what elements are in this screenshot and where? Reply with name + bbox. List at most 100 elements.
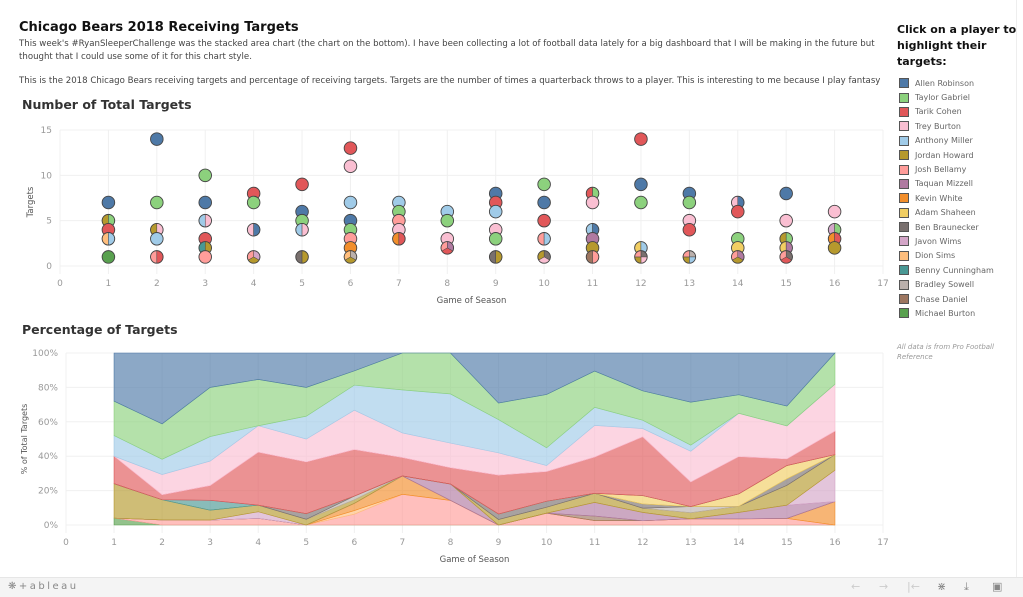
scatter-point[interactable]	[488, 232, 503, 246]
scatter-point[interactable]	[101, 250, 116, 264]
x-tick-label: 4	[255, 538, 261, 548]
x-tick-label: 6	[348, 279, 354, 289]
download-button[interactable]: ⤓	[964, 580, 969, 594]
revert-button[interactable]: |←	[907, 580, 920, 593]
scatter-point[interactable]	[537, 195, 551, 210]
y-tick-label: 15	[41, 126, 52, 136]
scatter-point[interactable]	[295, 177, 309, 192]
point-outline	[537, 232, 551, 246]
scatter-point[interactable]	[343, 195, 358, 210]
legend-item[interactable]: Kevin White	[897, 191, 1017, 205]
scatter-point[interactable]	[295, 250, 309, 264]
x-tick-label: 3	[207, 538, 213, 548]
share-button[interactable]: ⋇	[937, 580, 946, 593]
legend-item[interactable]: Bradley Sowell	[897, 277, 1017, 291]
scatter-point[interactable]	[827, 204, 842, 219]
scatter-point[interactable]	[537, 213, 551, 228]
scatter-point[interactable]	[343, 159, 358, 174]
scatter-point[interactable]	[343, 141, 358, 155]
scatter-point[interactable]	[634, 250, 648, 264]
scatter-point[interactable]	[585, 250, 600, 264]
scatter-point[interactable]	[101, 232, 116, 246]
scatter-point[interactable]	[779, 250, 793, 264]
scatter-point[interactable]	[198, 195, 212, 210]
legend-item[interactable]: Dion Sims	[897, 249, 1017, 263]
point-mark	[682, 195, 697, 210]
scatter-point[interactable]	[343, 250, 358, 264]
scatter-point[interactable]	[150, 250, 164, 264]
pie-slice	[295, 223, 303, 237]
legend-item[interactable]: Benny Cunningham	[897, 263, 1017, 277]
tableau-logo[interactable]: ❋+ableau	[8, 581, 79, 592]
area-series[interactable]	[113, 352, 836, 425]
legend-item[interactable]: Jordan Howard	[897, 148, 1017, 162]
legend-item[interactable]: Tarik Cohen	[897, 105, 1017, 119]
legend-label: Dion Sims	[915, 251, 956, 261]
scatter-point[interactable]	[682, 195, 697, 210]
scatter-point[interactable]	[537, 232, 551, 246]
legend-item[interactable]: Josh Bellamy	[897, 162, 1017, 176]
scatter-point[interactable]	[246, 195, 261, 210]
scatter-point[interactable]	[488, 250, 503, 264]
x-axis-label: Game of Season	[440, 555, 510, 565]
legend-swatch	[899, 92, 909, 103]
x-tick-label: 12	[637, 538, 648, 548]
y-tick-label: 100%	[32, 349, 58, 359]
pie-slice	[489, 250, 496, 264]
legend-label: Taquan Mizzell	[915, 179, 974, 189]
scatter-point[interactable]	[682, 250, 697, 264]
scatter-point[interactable]	[827, 241, 842, 255]
scatter-point[interactable]	[488, 204, 503, 219]
y-tick-label: 0	[46, 262, 52, 272]
scatter-point[interactable]	[198, 213, 212, 228]
scatter-point[interactable]	[537, 250, 551, 264]
legend-item[interactable]: Michael Burton	[897, 306, 1017, 320]
scatter-point[interactable]	[440, 241, 455, 255]
scatter-point[interactable]	[150, 195, 164, 210]
x-tick-label: 16	[829, 279, 841, 289]
scatter-point[interactable]	[440, 213, 455, 228]
point-mark	[198, 168, 212, 183]
scatter-point[interactable]	[246, 250, 261, 264]
redo-button[interactable]: →	[879, 580, 889, 593]
scatter-point[interactable]	[779, 213, 793, 228]
scatter-point[interactable]	[682, 222, 697, 237]
legend-item[interactable]: Trey Burton	[897, 119, 1017, 133]
x-tick-label: 12	[635, 279, 646, 289]
point-mark	[537, 213, 551, 228]
legend-item[interactable]: Chase Daniel	[897, 292, 1017, 306]
scatter-point[interactable]	[731, 250, 745, 264]
legend-item[interactable]: Adam Shaheen	[897, 206, 1017, 220]
scatter-point[interactable]	[150, 132, 164, 146]
scatter-point[interactable]	[295, 222, 309, 237]
scatter-point[interactable]	[537, 177, 551, 192]
undo-button[interactable]: ←	[851, 580, 861, 593]
scatter-point[interactable]	[198, 168, 212, 183]
point-mark	[827, 241, 842, 255]
scatter-point[interactable]	[634, 177, 648, 192]
scatter-point[interactable]	[779, 186, 793, 201]
legend-item[interactable]: Javon Wims	[897, 234, 1017, 248]
x-tick-label: 7	[400, 538, 406, 548]
scatter-point[interactable]	[731, 204, 745, 219]
legend-item[interactable]: Taylor Gabriel	[897, 90, 1017, 104]
legend-item[interactable]: Anthony Miller	[897, 134, 1017, 148]
source-note: All data is from Pro Football Reference	[897, 342, 994, 361]
scatter-point[interactable]	[198, 250, 212, 264]
scatter-point[interactable]	[634, 195, 648, 210]
scatter-point[interactable]	[101, 195, 116, 210]
fullscreen-button[interactable]: ▣	[992, 580, 1002, 593]
point-outline	[150, 250, 164, 264]
scatter-point[interactable]	[246, 222, 261, 237]
scatter-point[interactable]	[150, 232, 164, 246]
scatter-point[interactable]	[392, 232, 406, 246]
scatter-point[interactable]	[585, 195, 600, 210]
legend-item[interactable]: Taquan Mizzell	[897, 177, 1017, 191]
legend-item[interactable]: Allen Robinson	[897, 76, 1017, 90]
dashboard-title: Chicago Bears 2018 Receiving Targets	[19, 20, 299, 35]
point-mark	[101, 195, 116, 210]
legend-item[interactable]: Ben Braunecker	[897, 220, 1017, 234]
scatter-point[interactable]	[634, 132, 648, 146]
pie-slice	[295, 250, 303, 264]
x-tick-label: 17	[877, 538, 888, 548]
